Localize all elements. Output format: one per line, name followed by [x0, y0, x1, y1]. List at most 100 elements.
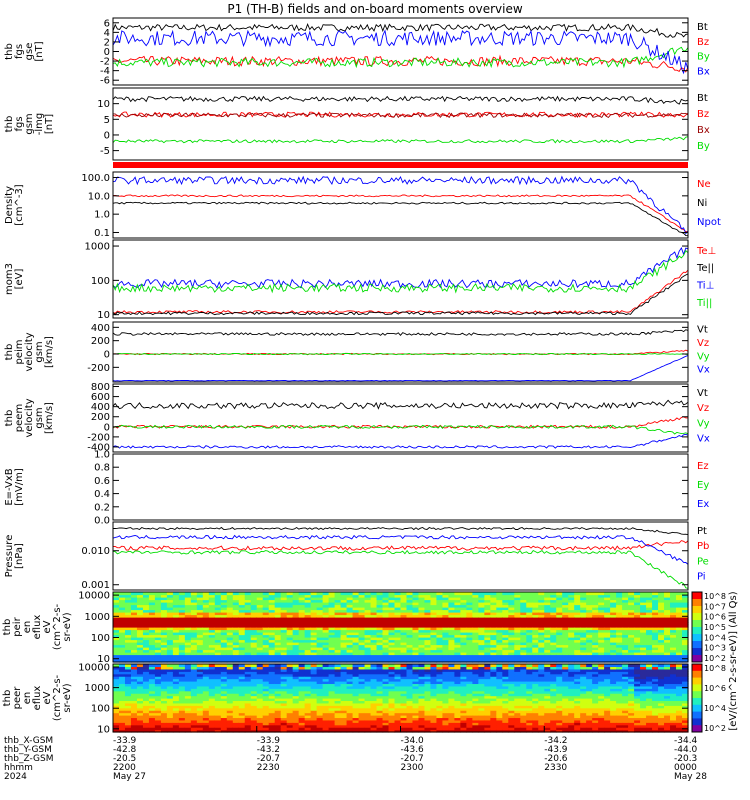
spectrogram-cell: [520, 637, 527, 641]
spectrogram-cell: [382, 659, 390, 663]
spectrogram-cell: [664, 657, 671, 661]
spectrogram-cell: [154, 698, 162, 702]
spectrogram-cell: [172, 597, 180, 601]
spectrogram-cell: [376, 634, 384, 638]
spectrogram-cell: [412, 607, 420, 611]
spectrogram-cell: [220, 727, 228, 731]
spectrogram-cell: [244, 705, 252, 709]
spectrogram-cell: [286, 712, 294, 716]
spectrogram-cell: [292, 688, 300, 692]
spectrogram-cell: [484, 727, 491, 731]
y-tick-label: 800: [91, 382, 110, 393]
spectrogram-cell: [346, 632, 354, 636]
spectrogram-cell: [268, 717, 276, 721]
spectrogram-cell: [268, 724, 276, 728]
spectrogram-cell: [220, 666, 228, 670]
spectrogram-cell: [400, 685, 408, 689]
spectrogram-cell: [130, 668, 138, 672]
spectrogram-cell: [394, 649, 402, 653]
spectrogram-cell: [256, 724, 264, 728]
spectrogram-cell: [280, 712, 288, 716]
spectrogram-cell: [508, 609, 515, 613]
spectrogram-cell: [346, 688, 354, 692]
spectrogram-cell: [130, 604, 138, 608]
spectrogram-cell: [262, 729, 270, 733]
spectrogram-cell: [124, 666, 132, 670]
spectrogram-cell: [113, 729, 120, 733]
spectrogram-cell: [124, 624, 132, 628]
spectrogram-cell: [484, 659, 491, 663]
legend-Vt: Vt: [697, 325, 708, 336]
spectrogram-cell: [274, 612, 282, 616]
y-tick-label: 400: [91, 402, 110, 413]
spectrogram-cell: [136, 693, 144, 697]
spectrogram-cell: [178, 622, 186, 626]
spectrogram-cell: [268, 705, 276, 709]
spectrogram-cell: [262, 707, 270, 711]
spectrogram-cell: [166, 683, 174, 687]
spectrogram-cell: [484, 678, 491, 682]
spectrogram-cell: [286, 594, 294, 598]
spectrogram-cell: [268, 637, 276, 641]
spectrogram-cell: [304, 609, 312, 613]
spectrogram-cell: [268, 632, 276, 636]
spectrogram-cell: [160, 627, 168, 631]
spectrogram-cell: [406, 727, 414, 731]
spectrogram-cell: [196, 644, 204, 648]
spectrogram-cell: [166, 695, 174, 699]
spectrogram-cell: [520, 673, 527, 677]
spectrogram-cell: [136, 634, 144, 638]
spectrogram-cell: [520, 702, 527, 706]
spectrogram-cell: [130, 619, 138, 623]
spectrogram-cell: [460, 729, 467, 733]
spectrogram-cell: [148, 624, 156, 628]
spectrogram-cell: [496, 607, 503, 611]
spectrogram-cell: [190, 639, 198, 643]
spectrogram-cell: [334, 664, 342, 668]
spectrogram-cell: [244, 664, 252, 668]
spectrogram-cell: [550, 678, 557, 682]
spectrogram-cell: [172, 722, 180, 726]
spectrogram-cell: [334, 627, 342, 631]
spectrogram-cell: [664, 654, 671, 658]
spectrogram-cell: [496, 629, 503, 633]
spectrogram-cell: [238, 632, 246, 636]
spectrogram-cell: [274, 617, 282, 621]
spectrogram-cell: [442, 627, 450, 631]
spectrogram-cell: [430, 617, 438, 621]
spectrogram-cell: [496, 685, 503, 689]
spectrogram-cell: [148, 693, 156, 697]
spectrogram-cell: [113, 717, 120, 721]
spectrogram-cell: [628, 612, 635, 616]
spectrogram-cell: [256, 683, 264, 687]
spectrogram-cell: [370, 642, 378, 646]
spectrogram-cell: [514, 599, 521, 603]
spectrogram-cell: [610, 617, 617, 621]
spectrogram-cell: [622, 619, 629, 623]
spectrogram-cell: [244, 727, 252, 731]
spectrogram-cell: [532, 710, 539, 714]
spectrogram-cell: [634, 612, 641, 616]
spectrogram-cell: [652, 642, 659, 646]
y-tick-label: -5: [100, 146, 110, 157]
spectrogram-cell: [502, 698, 509, 702]
spectrogram-cell: [136, 647, 144, 651]
spectrogram-cell: [640, 594, 647, 598]
spectrogram-cell: [238, 683, 246, 687]
spectrogram-cell: [280, 705, 288, 709]
spectrogram-cell: [358, 712, 366, 716]
spectrogram-cell: [328, 602, 336, 606]
spectrogram-cell: [430, 639, 438, 643]
spectrogram-cell: [484, 695, 491, 699]
spectrogram-cell: [496, 644, 503, 648]
y-axis-label: [cm^-3]: [14, 184, 25, 225]
spectrogram-cell: [400, 668, 408, 672]
spectrogram-cell: [412, 724, 420, 728]
spectrogram-cell: [640, 614, 647, 618]
spectrogram-cell: [442, 664, 450, 668]
spectrogram-cell: [526, 671, 533, 675]
spectrogram-cell: [262, 664, 270, 668]
spectrogram-cell: [322, 607, 330, 611]
spectrogram-cell: [532, 627, 539, 631]
spectrogram-cell: [160, 690, 168, 694]
